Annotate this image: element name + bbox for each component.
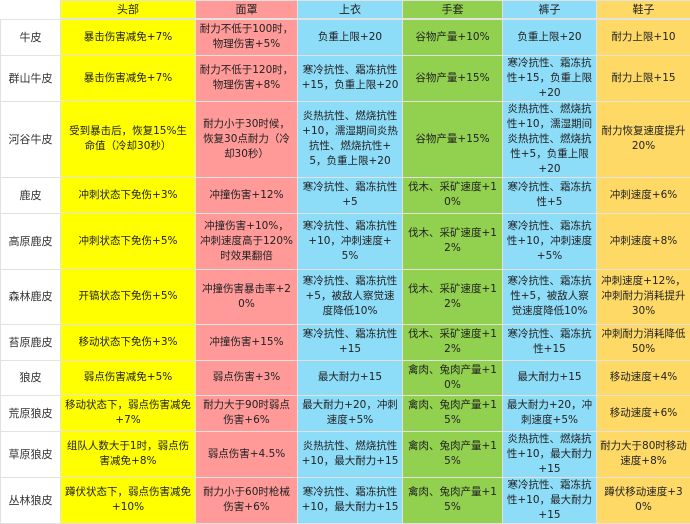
table-cell: 开镐状态下免伤+5% — [61, 269, 196, 324]
table-cell: 伐木、采矿速度+12% — [403, 213, 503, 269]
table-cell: 移动状态下，弱点伤害减免+7% — [61, 395, 196, 431]
table-row: 丛林狼皮蹲伏状态下，弱点伤害减免+10%耐力小于60时枪械伤害+6%寒冷抗性、霜… — [1, 477, 690, 523]
table-cell: 冲刺速度+12%，冲刺耐力消耗提升30% — [597, 269, 690, 324]
table-cell: 冲撞伤害暴击率+20% — [196, 269, 298, 324]
table-cell: 冲刺速度+6% — [597, 177, 690, 213]
table-cell: 蹲伏状态下，弱点伤害减免+10% — [61, 477, 196, 523]
table-row: 荒原狼皮移动状态下，弱点伤害减免+7%耐力大于90时弱点伤害+6%最大耐力+20… — [1, 395, 690, 431]
table-cell: 耐力小于30时候，恢复30点耐力（冷却30秒） — [196, 101, 298, 177]
table-cell: 寒冷抗性、霜冻抗性+5，被敌人察觉速度降低10% — [503, 269, 597, 324]
table-cell: 炎热抗性、燃烧抗性+10，濡湿期间炎热抗性、燃烧抗性+5，负重上限+20 — [298, 101, 403, 177]
table-cell: 禽肉、兔肉产量+15% — [403, 477, 503, 523]
table-cell: 最大耐力+15 — [298, 360, 403, 395]
table-cell: 寒冷抗性、霜冻抗性+10，最大耐力+15 — [298, 477, 403, 523]
table-cell: 冲刺状态下免伤+3% — [61, 177, 196, 213]
table-cell: 谷物产量+15% — [403, 55, 503, 101]
table-cell: 寒冷抗性、霜冻抗性+5，被敌人察觉速度降低10% — [298, 269, 403, 324]
table-cell: 冲撞伤害+10%，冲刺速度高于120%时效果翻倍 — [196, 213, 298, 269]
table-cell: 炎热抗性、燃烧抗性+10，濡湿期间炎热抗性、燃烧抗性+5，负重上限+20 — [503, 101, 597, 177]
table-cell: 寒冷抗性、霜冻抗性+10，冲刺速度+5% — [503, 213, 597, 269]
row-name: 河谷牛皮 — [1, 101, 61, 177]
table-cell: 冲刺耐力消耗降低50% — [597, 324, 690, 360]
table-cell: 耐力上限+15 — [597, 55, 690, 101]
header-head: 头部 — [61, 1, 196, 20]
table-cell: 弱点伤害+4.5% — [196, 431, 298, 477]
table-cell: 禽肉、兔肉产量+15% — [403, 431, 503, 477]
row-name: 荒原狼皮 — [1, 395, 61, 431]
table-cell: 蹲伏移动速度+30% — [597, 477, 690, 523]
row-name: 狼皮 — [1, 360, 61, 395]
table-cell: 冲撞伤害+12% — [196, 177, 298, 213]
table-cell: 寒冷抗性、霜冻抗性+15 — [298, 324, 403, 360]
table-cell: 暴击伤害减免+7% — [61, 19, 196, 55]
header-pants: 裤子 — [503, 1, 597, 20]
row-name: 苔原鹿皮 — [1, 324, 61, 360]
table-cell: 伐木、采矿速度+12% — [403, 324, 503, 360]
table-row: 河谷牛皮受到暴击后，恢复15%生命值（冷却30秒）耐力小于30时候，恢复30点耐… — [1, 101, 690, 177]
table-cell: 寒冷抗性、霜冻抗性+5 — [298, 177, 403, 213]
table-cell: 移动速度+6% — [597, 395, 690, 431]
table-cell: 炎热抗性、燃烧抗性+10，最大耐力+15 — [298, 431, 403, 477]
table-cell: 耐力恢复速度提升20% — [597, 101, 690, 177]
table-cell: 受到暴击后，恢复15%生命值（冷却30秒） — [61, 101, 196, 177]
table-cell: 寒冷抗性、霜冻抗性+5 — [503, 177, 597, 213]
table-cell: 冲刺状态下免伤+5% — [61, 213, 196, 269]
row-name: 高原鹿皮 — [1, 213, 61, 269]
table-cell: 负重上限+20 — [503, 19, 597, 55]
row-name: 群山牛皮 — [1, 55, 61, 101]
table-cell: 炎热抗性、燃烧抗性+10，最大耐力+15 — [503, 431, 597, 477]
table-cell: 移动速度+4% — [597, 360, 690, 395]
table-cell: 伐木、采矿速度+12% — [403, 269, 503, 324]
table-row: 群山牛皮暴击伤害减免+7%耐力不低于120时，物理伤害+8%寒冷抗性、霜冻抗性+… — [1, 55, 690, 101]
row-name: 丛林狼皮 — [1, 477, 61, 523]
table-cell: 负重上限+20 — [298, 19, 403, 55]
table-cell: 谷物产量+10% — [403, 19, 503, 55]
header-top: 上衣 — [298, 1, 403, 20]
table-row: 高原鹿皮冲刺状态下免伤+5%冲撞伤害+10%，冲刺速度高于120%时效果翻倍寒冷… — [1, 213, 690, 269]
table-cell: 最大耐力+15 — [503, 360, 597, 395]
table-cell: 禽肉、兔肉产量+15% — [403, 395, 503, 431]
table-cell: 弱点伤害减免+5% — [61, 360, 196, 395]
row-name: 森林鹿皮 — [1, 269, 61, 324]
table-cell: 暴击伤害减免+7% — [61, 55, 196, 101]
table-cell: 耐力不低于100时，物理伤害+5% — [196, 19, 298, 55]
row-name: 牛皮 — [1, 19, 61, 55]
table-cell: 伐木、采矿速度+10% — [403, 177, 503, 213]
header-shoes: 鞋子 — [597, 1, 690, 20]
table-cell: 寒冷抗性、霜冻抗性+10，最大耐力+15 — [503, 477, 597, 523]
table-row: 森林鹿皮开镐状态下免伤+5%冲撞伤害暴击率+20%寒冷抗性、霜冻抗性+5，被敌人… — [1, 269, 690, 324]
table-cell: 最大耐力+20，冲刺速度+5% — [503, 395, 597, 431]
table-cell: 耐力不低于120时，物理伤害+8% — [196, 55, 298, 101]
table-cell: 谷物产量+15% — [403, 101, 503, 177]
table-cell: 禽肉、兔肉产量+10% — [403, 360, 503, 395]
table-cell: 组队人数大于1时，弱点伤害减免+8% — [61, 431, 196, 477]
table-cell: 最大耐力+20，冲刺速度+5% — [298, 395, 403, 431]
header-blank — [1, 1, 61, 20]
table-cell: 冲刺速度+8% — [597, 213, 690, 269]
row-name: 鹿皮 — [1, 177, 61, 213]
table-cell: 寒冷抗性、霜冻抗性+15，负重上限+20 — [503, 55, 597, 101]
table-cell: 弱点伤害+3% — [196, 360, 298, 395]
table-cell: 寒冷抗性、霜冻抗性+10，冲刺速度+5% — [298, 213, 403, 269]
table-cell: 耐力上限+10 — [597, 19, 690, 55]
table-cell: 耐力小于60时枪械伤害+6% — [196, 477, 298, 523]
row-name: 草原狼皮 — [1, 431, 61, 477]
header-gloves: 手套 — [403, 1, 503, 20]
table-cell: 冲撞伤害+15% — [196, 324, 298, 360]
header-mask: 面罩 — [196, 1, 298, 20]
table-cell: 耐力大于80时移动速度+8% — [597, 431, 690, 477]
header-row: 头部 面罩 上衣 手套 裤子 鞋子 — [1, 1, 690, 20]
table-row: 草原狼皮组队人数大于1时，弱点伤害减免+8%弱点伤害+4.5%炎热抗性、燃烧抗性… — [1, 431, 690, 477]
table-cell: 寒冷抗性、霜冻抗性+15，负重上限+20 — [298, 55, 403, 101]
table-cell: 寒冷抗性、霜冻抗性+15 — [503, 324, 597, 360]
table-cell: 移动状态下免伤+3% — [61, 324, 196, 360]
table-cell: 耐力大于90时弱点伤害+6% — [196, 395, 298, 431]
